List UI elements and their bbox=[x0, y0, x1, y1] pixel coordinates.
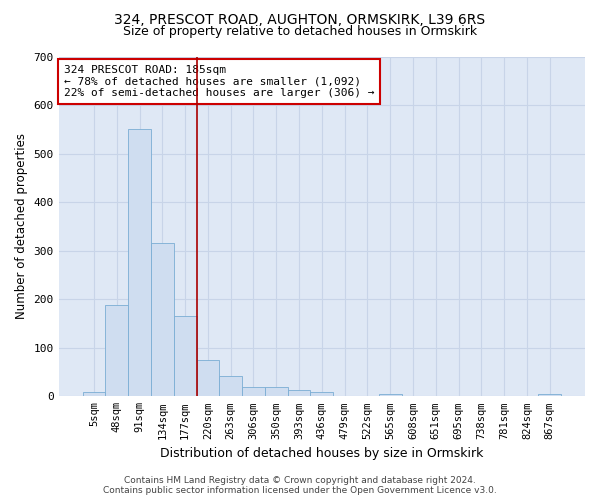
Bar bbox=[538, 394, 561, 396]
Bar bbox=[242, 386, 265, 396]
X-axis label: Distribution of detached houses by size in Ormskirk: Distribution of detached houses by size … bbox=[160, 447, 484, 460]
Bar bbox=[174, 316, 197, 396]
Y-axis label: Number of detached properties: Number of detached properties bbox=[15, 134, 28, 320]
Bar bbox=[128, 130, 151, 396]
Bar bbox=[265, 386, 287, 396]
Text: Contains HM Land Registry data © Crown copyright and database right 2024.
Contai: Contains HM Land Registry data © Crown c… bbox=[103, 476, 497, 495]
Text: 324, PRESCOT ROAD, AUGHTON, ORMSKIRK, L39 6RS: 324, PRESCOT ROAD, AUGHTON, ORMSKIRK, L3… bbox=[115, 12, 485, 26]
Bar bbox=[83, 392, 106, 396]
Bar bbox=[151, 244, 174, 396]
Bar bbox=[310, 392, 333, 396]
Bar bbox=[379, 394, 401, 396]
Bar bbox=[106, 305, 128, 396]
Text: 324 PRESCOT ROAD: 185sqm
← 78% of detached houses are smaller (1,092)
22% of sem: 324 PRESCOT ROAD: 185sqm ← 78% of detach… bbox=[64, 65, 374, 98]
Bar bbox=[287, 390, 310, 396]
Text: Size of property relative to detached houses in Ormskirk: Size of property relative to detached ho… bbox=[123, 25, 477, 38]
Bar bbox=[220, 376, 242, 396]
Bar bbox=[197, 360, 220, 397]
